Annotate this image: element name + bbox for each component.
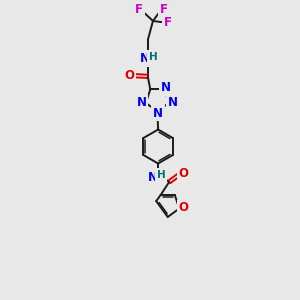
Text: F: F [135, 3, 143, 16]
Text: O: O [178, 167, 188, 180]
Text: O: O [124, 69, 134, 82]
Text: F: F [160, 3, 168, 16]
Text: N: N [153, 106, 163, 120]
Text: O: O [178, 201, 188, 214]
Text: N: N [168, 97, 178, 110]
Text: N: N [140, 52, 150, 65]
Text: H: H [157, 170, 166, 180]
Text: N: N [148, 171, 158, 184]
Text: H: H [149, 52, 158, 62]
Text: F: F [164, 16, 172, 29]
Text: N: N [137, 96, 147, 109]
Text: N: N [161, 81, 171, 94]
